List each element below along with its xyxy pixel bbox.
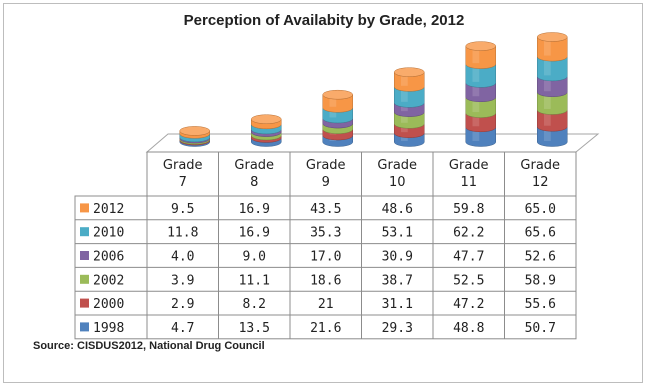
bar-segment-2012-grade-6 xyxy=(537,32,568,62)
legend-key-2002 xyxy=(80,274,89,284)
data-label-2006-grade-2: 9.0 xyxy=(243,250,266,265)
data-label-2012-grade-2: 16.9 xyxy=(239,202,270,217)
data-label-2002-grade-3: 18.6 xyxy=(310,273,341,288)
chart-frame xyxy=(3,3,643,383)
data-label-2010-grade-4: 53.1 xyxy=(382,226,413,241)
bar-segment-2000-grade-5 xyxy=(465,112,496,133)
tick-label-grade-1: Grade xyxy=(163,158,203,173)
data-label-2006-grade-1: 4.0 xyxy=(171,250,194,265)
data-label-2002-grade-5: 52.5 xyxy=(453,273,484,288)
data-label-2000-grade-4: 31.1 xyxy=(382,297,413,312)
legend-key-1998 xyxy=(80,322,89,332)
data-label-2012-grade-1: 9.5 xyxy=(171,202,194,217)
data-label-2000-grade-6: 55.6 xyxy=(525,297,556,312)
legend-key-2000 xyxy=(80,298,89,308)
data-label-2010-grade-2: 16.9 xyxy=(239,226,270,241)
legend-label-2012: 2012 xyxy=(93,202,124,217)
bar-segment-2012-grade-1 xyxy=(179,126,210,139)
tick-label-grade-3: 9 xyxy=(322,175,330,190)
data-label-2006-grade-6: 52.6 xyxy=(525,250,556,265)
chart-title: Perception of Availabity by Grade, 2012 xyxy=(183,12,465,29)
legend-label-2010: 2010 xyxy=(93,226,124,241)
data-label-2000-grade-2: 8.2 xyxy=(243,297,266,312)
data-label-1998-grade-5: 48.8 xyxy=(453,321,484,336)
data-label-1998-grade-4: 29.3 xyxy=(382,321,413,336)
data-label-2010-grade-1: 11.8 xyxy=(167,226,198,241)
tick-label-grade-1: 7 xyxy=(179,175,187,190)
data-label-2002-grade-4: 38.7 xyxy=(382,273,413,288)
bar-segment-2012-grade-5 xyxy=(465,41,496,69)
data-label-2012-grade-6: 65.0 xyxy=(525,202,556,217)
tick-label-grade-4: Grade xyxy=(377,158,417,173)
tick-label-grade-2: Grade xyxy=(234,158,274,173)
data-label-2006-grade-5: 47.7 xyxy=(453,250,484,265)
legend-label-2006: 2006 xyxy=(93,250,124,265)
data-label-2000-grade-5: 47.2 xyxy=(453,297,484,312)
legend-label-2000: 2000 xyxy=(93,297,124,312)
data-label-2012-grade-4: 48.6 xyxy=(382,202,413,217)
data-label-2002-grade-1: 3.9 xyxy=(171,273,194,288)
data-label-2012-grade-5: 59.8 xyxy=(453,202,484,217)
tick-label-grade-5: 11 xyxy=(460,175,477,190)
data-label-2010-grade-5: 62.2 xyxy=(453,226,484,241)
bar-segment-2006-grade-5 xyxy=(465,82,496,102)
legend-key-2006 xyxy=(80,251,89,260)
floor-plane xyxy=(145,133,600,153)
data-label-2002-grade-6: 58.9 xyxy=(525,273,556,288)
data-label-2006-grade-3: 17.0 xyxy=(310,250,341,265)
data-label-2000-grade-3: 21 xyxy=(318,297,334,312)
data-label-1998-grade-3: 21.6 xyxy=(310,321,341,336)
tick-label-grade-3: Grade xyxy=(306,158,346,173)
tick-label-grade-4: 10 xyxy=(389,175,406,190)
data-label-2006-grade-4: 30.9 xyxy=(382,250,413,265)
source-note: Source: CISDUS2012, National Drug Counci… xyxy=(33,340,265,352)
legend-label-1998: 1998 xyxy=(93,321,124,336)
bar-segment-2012-grade-4 xyxy=(394,67,425,92)
data-label-2010-grade-6: 65.6 xyxy=(525,226,556,241)
tick-label-grade-6: 12 xyxy=(532,175,549,190)
data-label-1998-grade-6: 50.7 xyxy=(525,321,556,336)
tick-label-grade-5: Grade xyxy=(449,158,489,173)
data-label-2012-grade-3: 43.5 xyxy=(310,202,341,217)
data-label-1998-grade-1: 4.7 xyxy=(171,321,194,336)
legend-key-2010 xyxy=(80,227,89,237)
data-label-2000-grade-1: 2.9 xyxy=(171,297,194,312)
bar-segment-2002-grade-6 xyxy=(537,92,568,115)
bar-segment-2012-grade-3 xyxy=(322,89,353,113)
legend-label-2002: 2002 xyxy=(93,273,124,288)
bar-segment-2012-grade-2 xyxy=(251,114,282,130)
legend-key-2012 xyxy=(80,203,89,213)
tick-label-grade-2: 8 xyxy=(250,175,258,190)
data-label-2002-grade-2: 11.1 xyxy=(239,273,270,288)
tick-label-grade-6: Grade xyxy=(520,158,560,173)
data-label-2010-grade-3: 35.3 xyxy=(310,226,341,241)
data-label-1998-grade-2: 13.5 xyxy=(239,321,270,336)
